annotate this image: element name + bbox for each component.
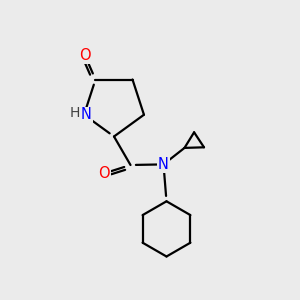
Text: O: O xyxy=(98,166,110,181)
Text: O: O xyxy=(79,48,91,63)
Text: N: N xyxy=(81,107,92,122)
Text: N: N xyxy=(158,157,169,172)
Text: H: H xyxy=(70,106,80,120)
